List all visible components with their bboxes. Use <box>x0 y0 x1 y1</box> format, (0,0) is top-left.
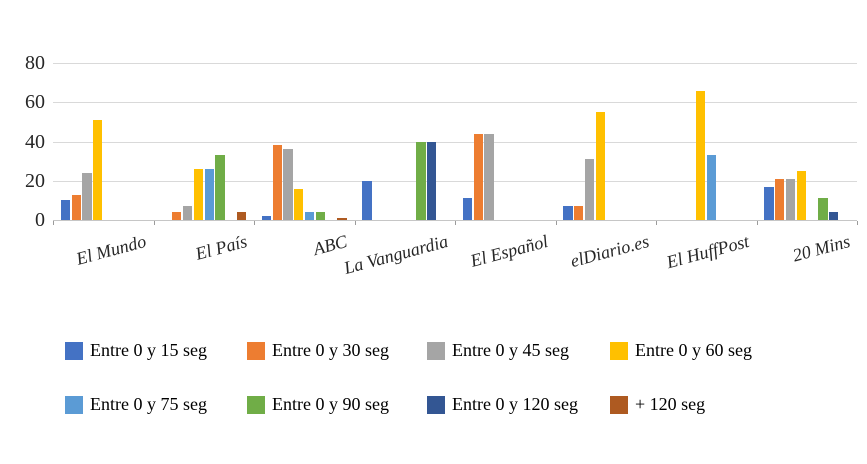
legend-swatch-icon <box>610 395 628 414</box>
x-axis-tick <box>857 221 858 225</box>
bar-Entre-0-y-45-seg-20-Mins <box>785 178 796 220</box>
bar-Entre-0-y-120-seg-20-Mins <box>829 212 839 220</box>
legend-item: Entre 0 y 75 seg <box>65 394 207 415</box>
legend-item: + 120 seg <box>610 394 705 415</box>
x-axis-tick <box>354 221 356 225</box>
legend-label: Entre 0 y 75 seg <box>90 394 207 414</box>
x-axis-tick <box>555 221 557 225</box>
legend-item: Entre 0 y 90 seg <box>247 394 389 415</box>
legend-item: Entre 0 y 45 seg <box>427 340 569 361</box>
x-axis-tick <box>455 221 456 225</box>
legend-label: Entre 0 y 90 seg <box>272 394 389 414</box>
bar-Entre-0-y-45-seg-El-Español <box>484 133 494 220</box>
bar-Entre-0-y-60-seg-El-HuffPost <box>696 90 706 220</box>
x-axis-tick <box>656 221 657 225</box>
bar-Entre-0-y-90-seg-ABC <box>315 212 326 220</box>
legend-swatch-icon <box>610 341 628 360</box>
bar-Entre-0-y-30-seg-20-Mins <box>775 178 785 220</box>
y-axis-tick-label: 20 <box>25 169 45 192</box>
x-axis-tick <box>254 221 255 225</box>
legend-label: Entre 0 y 45 seg <box>452 340 569 360</box>
bar-Entre-0-y-15-seg-elDiario.es <box>563 206 573 220</box>
gridline <box>53 102 857 104</box>
y-axis-tick-label: 60 <box>25 91 45 114</box>
legend-label: Entre 0 y 120 seg <box>452 394 578 414</box>
legend-item: Entre 0 y 60 seg <box>610 340 752 361</box>
bar-Entre-0-y-120-seg-La-Vanguardia <box>427 141 437 220</box>
bar-Entre-0-y-60-seg-elDiario.es <box>595 112 605 220</box>
bar-Entre-0-y-30-seg-ABC <box>272 145 282 220</box>
bar-+-120-seg-ABC <box>337 218 347 220</box>
legend-item: Entre 0 y 120 seg <box>427 394 578 415</box>
bar-Entre-0-y-90-seg-La-Vanguardia <box>416 141 426 220</box>
bar-Entre-0-y-75-seg-El-País <box>204 169 214 220</box>
bar-Entre-0-y-30-seg-El-Español <box>473 133 483 220</box>
legend-swatch-icon <box>247 341 265 360</box>
bar-Entre-0-y-75-seg-ABC <box>305 212 315 220</box>
legend-label: Entre 0 y 60 seg <box>635 340 752 360</box>
x-axis-line <box>53 220 857 221</box>
bar-Entre-0-y-15-seg-ABC <box>261 216 272 220</box>
bar-Entre-0-y-90-seg-El-País <box>215 155 225 220</box>
bar-Entre-0-y-30-seg-elDiario.es <box>574 206 584 220</box>
bar-Entre-0-y-60-seg-El-Mundo <box>93 119 103 220</box>
gridline <box>53 180 857 182</box>
legend-label: + 120 seg <box>635 394 706 414</box>
x-axis-tick <box>756 221 758 225</box>
bar-Entre-0-y-15-seg-La-Vanguardia <box>362 180 372 221</box>
bar-Entre-0-y-15-seg-20-Mins <box>764 186 774 220</box>
bar-Entre-0-y-45-seg-El-País <box>182 206 193 220</box>
y-axis-tick-label: 40 <box>25 130 45 153</box>
bar-Entre-0-y-30-seg-El-Mundo <box>71 194 81 220</box>
legend-label: Entre 0 y 15 seg <box>90 340 207 360</box>
y-axis-tick-label: 0 <box>35 209 45 231</box>
bar-Entre-0-y-60-seg-El-País <box>193 169 203 220</box>
legend-swatch-icon <box>427 395 445 414</box>
bar-Entre-0-y-75-seg-El-HuffPost <box>707 155 717 220</box>
gridline <box>53 141 857 143</box>
legend-swatch-icon <box>247 395 265 414</box>
legend-swatch-icon <box>65 395 83 414</box>
legend-swatch-icon <box>65 341 83 360</box>
bar-+-120-seg-El-País <box>236 212 247 220</box>
bar-Entre-0-y-90-seg-20-Mins <box>818 198 828 220</box>
legend-item: Entre 0 y 15 seg <box>65 340 207 361</box>
bar-Entre-0-y-45-seg-El-Mundo <box>82 172 92 220</box>
bar-Entre-0-y-15-seg-El-Mundo <box>60 200 71 220</box>
legend-swatch-icon <box>427 341 445 360</box>
x-axis-tick <box>153 221 155 225</box>
bar-Entre-0-y-60-seg-ABC <box>294 188 304 220</box>
gridline <box>53 63 857 64</box>
bar-Entre-0-y-15-seg-El-Español <box>462 198 473 220</box>
bar-Entre-0-y-45-seg-ABC <box>283 149 293 220</box>
legend-label: Entre 0 y 30 seg <box>272 340 389 360</box>
bar-Entre-0-y-30-seg-El-País <box>172 212 182 220</box>
bar-Entre-0-y-45-seg-elDiario.es <box>584 159 595 220</box>
x-axis-tick <box>53 221 54 225</box>
legend-item: Entre 0 y 30 seg <box>247 340 389 361</box>
bar-Entre-0-y-60-seg-20-Mins <box>796 170 806 220</box>
y-axis-tick-label: 80 <box>25 52 45 74</box>
